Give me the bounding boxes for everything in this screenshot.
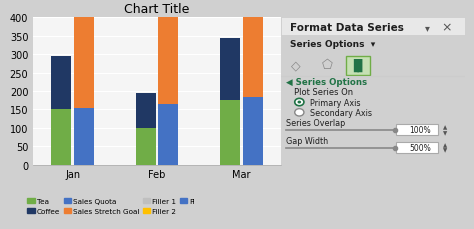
- Text: ◇: ◇: [291, 59, 301, 72]
- Text: Series Options  ▾: Series Options ▾: [290, 40, 375, 49]
- Text: ▐▌: ▐▌: [348, 59, 368, 72]
- Text: ▲: ▲: [443, 143, 447, 147]
- Bar: [243, 97, 263, 165]
- Text: ▲: ▲: [443, 125, 447, 130]
- Bar: [136, 93, 156, 128]
- Bar: [158, 0, 179, 104]
- Text: 100%: 100%: [410, 126, 431, 135]
- Bar: [74, 108, 94, 165]
- Text: ⬠: ⬠: [321, 59, 332, 72]
- Bar: [220, 101, 240, 165]
- Bar: [158, 104, 179, 165]
- Text: ▾: ▾: [425, 23, 430, 33]
- Bar: [243, 0, 263, 97]
- FancyBboxPatch shape: [281, 18, 465, 36]
- Circle shape: [298, 101, 301, 104]
- Text: Primary Axis: Primary Axis: [310, 98, 361, 107]
- Bar: [74, 0, 94, 108]
- FancyBboxPatch shape: [396, 142, 438, 153]
- Circle shape: [295, 99, 304, 106]
- Bar: [51, 110, 72, 165]
- Text: Secondary Axis: Secondary Axis: [310, 108, 373, 117]
- Circle shape: [295, 109, 304, 117]
- Text: ×: ×: [441, 21, 451, 34]
- Text: 500%: 500%: [410, 143, 431, 152]
- FancyBboxPatch shape: [346, 56, 370, 76]
- Text: Format Data Series: Format Data Series: [290, 23, 404, 33]
- Text: ▼: ▼: [443, 131, 447, 135]
- FancyBboxPatch shape: [396, 125, 438, 136]
- Legend: Tea, Coffee, Sales Quota, Sales Stretch Goal, Filler 1, Filler 2, Fi: Tea, Coffee, Sales Quota, Sales Stretch …: [24, 195, 198, 217]
- Text: Plot Series On: Plot Series On: [294, 88, 353, 97]
- Bar: [136, 128, 156, 165]
- Bar: [51, 57, 72, 110]
- Text: Series Overlap: Series Overlap: [286, 119, 346, 128]
- Bar: [220, 38, 240, 101]
- Text: Gap Width: Gap Width: [286, 136, 328, 145]
- Title: Chart Title: Chart Title: [124, 3, 190, 16]
- Text: ◀ Series Options: ◀ Series Options: [286, 78, 368, 87]
- Text: ▼: ▼: [443, 148, 447, 153]
